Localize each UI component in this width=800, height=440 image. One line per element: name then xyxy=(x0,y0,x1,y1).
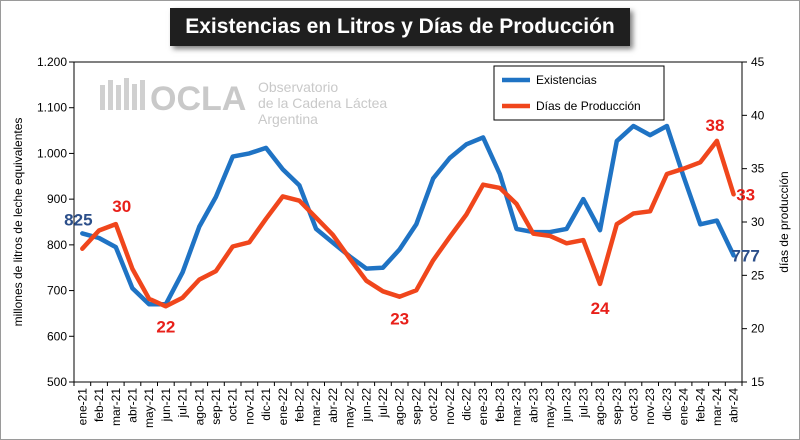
x-tick-label: jul-23 xyxy=(576,388,590,419)
x-tick-label: dic-21 xyxy=(259,388,273,421)
series-layer xyxy=(80,123,736,309)
data-label: 38 xyxy=(705,116,724,135)
data-label: 23 xyxy=(390,310,409,329)
y2-tick-label: 40 xyxy=(751,108,765,122)
y-tick-label: 500 xyxy=(47,375,67,389)
x-tick-label: abr-23 xyxy=(526,388,540,423)
data-label: 30 xyxy=(112,197,131,216)
legend-box xyxy=(493,65,665,121)
x-tick-label: ene-23 xyxy=(476,388,490,426)
x-tick-label: nov-22 xyxy=(443,388,457,425)
x-tick-label: jun-22 xyxy=(359,388,373,423)
x-tick-label: abr-24 xyxy=(727,388,741,423)
y-tick-label: 600 xyxy=(47,329,67,343)
x-tick-label: sep-21 xyxy=(209,388,223,425)
y-tick-label: 700 xyxy=(47,284,67,298)
legend-label: Días de Producción xyxy=(536,99,641,113)
y-tick-label: 1.000 xyxy=(37,146,67,160)
ocla-logo-icon xyxy=(100,78,145,110)
x-tick-label: ene-21 xyxy=(75,388,89,426)
x-tick-label: may-23 xyxy=(543,388,557,428)
x-tick-label: may-22 xyxy=(343,388,357,428)
y-tick-label: 800 xyxy=(47,238,67,252)
watermark-line1: Observatorio xyxy=(258,79,338,95)
x-tick-label: jul-21 xyxy=(176,388,190,419)
x-tick-label: oct-21 xyxy=(226,388,240,422)
x-tick-label: ago-21 xyxy=(192,388,206,426)
data-label: 777 xyxy=(731,246,759,265)
x-tick-label: abr-22 xyxy=(326,388,340,423)
x-tick-label: abr-21 xyxy=(125,388,139,423)
x-tick-label: oct-23 xyxy=(626,388,640,422)
legend-label: Existencias xyxy=(536,73,597,87)
y-tick-label: 900 xyxy=(47,192,67,206)
x-tick-label: may-21 xyxy=(142,388,156,428)
x-tick-label: nov-23 xyxy=(643,388,657,425)
x-tick-label: sep-23 xyxy=(610,388,624,425)
watermark-brand: OCLA xyxy=(150,80,246,118)
annotation-layer: 825 30 22 23 24 38 33 777 xyxy=(64,116,760,336)
x-tick-label: jul-22 xyxy=(376,388,390,419)
y2-axis-title: días de producción xyxy=(777,171,791,272)
x-tick-label: jun-23 xyxy=(560,388,574,423)
y2-tick-label: 45 xyxy=(751,55,765,69)
chart-title: Existencias en Litros y Días de Producci… xyxy=(170,8,630,46)
x-tick-label: mar-23 xyxy=(510,388,524,426)
legend: Existencias Días de Producción xyxy=(493,65,665,121)
x-tick-label: mar-21 xyxy=(109,388,123,426)
x-tick-label: oct-22 xyxy=(426,388,440,422)
x-tick-label: ene-24 xyxy=(677,388,691,426)
y-tick-label: 1.100 xyxy=(37,101,67,115)
y-tick-label: 1.200 xyxy=(37,55,67,69)
data-label: 24 xyxy=(591,299,610,318)
x-tick-label: dic-23 xyxy=(660,388,674,421)
data-label: 825 xyxy=(64,210,92,229)
x-tick-label: feb-24 xyxy=(693,388,707,422)
data-label: 33 xyxy=(736,185,755,204)
x-tick-label: dic-22 xyxy=(459,388,473,421)
axes: 500 600 700 800 900 1.000 1.100 1.200 15 20 25 30 35… xyxy=(11,55,791,428)
x-tick-label: jun-21 xyxy=(159,388,173,423)
x-tick-label: ene-22 xyxy=(276,388,290,426)
y-axis-title: millones de litros de leche equivalentes xyxy=(11,118,25,327)
y2-tick-label: 15 xyxy=(751,375,765,389)
series-line-existencias xyxy=(80,123,736,307)
y2-tick-label: 30 xyxy=(751,215,765,229)
x-tick-label: mar-22 xyxy=(309,388,323,426)
x-tick-label: ago-22 xyxy=(393,388,407,426)
x-tick-label: feb-23 xyxy=(493,388,507,422)
data-label: 22 xyxy=(156,317,175,336)
y2-tick-label: 25 xyxy=(751,268,765,282)
x-tick-label: feb-22 xyxy=(292,388,306,422)
x-tick-label: feb-21 xyxy=(92,388,106,422)
watermark-line3: Argentina xyxy=(258,111,318,127)
x-tick-label: ago-23 xyxy=(593,388,607,426)
series-line-dias-produccion xyxy=(80,138,736,309)
y2-tick-label: 20 xyxy=(751,322,765,336)
x-tick-label: mar-24 xyxy=(710,388,724,426)
x-tick-label: sep-22 xyxy=(409,388,423,425)
watermark-line2: de la Cadena Láctea xyxy=(258,95,387,111)
ocla-watermark-logo: OCLA Observatorio de la Cadena Láctea Ar… xyxy=(100,78,387,127)
y2-tick-label: 35 xyxy=(751,162,765,176)
x-tick-label: nov-21 xyxy=(242,388,256,425)
